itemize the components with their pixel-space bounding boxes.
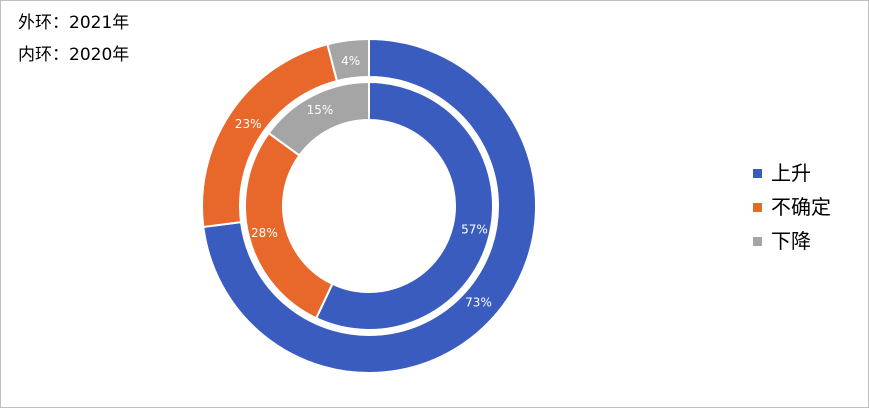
legend-label-decline: 下降 <box>771 229 811 253</box>
outer-ring-label-decline: 4% <box>341 54 360 68</box>
legend-swatch-uncertain <box>753 202 762 212</box>
legend: 上升 不确定 下降 <box>753 156 831 258</box>
inner-ring-note: 内环：2020年 <box>18 45 130 65</box>
legend-item-rise: 上升 <box>753 156 831 190</box>
legend-swatch-rise <box>753 168 762 178</box>
outer-ring <box>201 37 537 374</box>
legend-label-rise: 上升 <box>771 161 811 185</box>
inner-ring-label-uncertain: 28% <box>251 226 278 240</box>
inner-ring-label-decline: 15% <box>307 103 334 117</box>
outer-ring-slice-decline <box>326 37 370 83</box>
segment-labels: 73% 23% 4% 57% 28% 15% <box>235 54 492 309</box>
inner-ring-label-rise: 57% <box>461 223 488 237</box>
inner-ring <box>244 80 494 331</box>
outer-ring-label-rise: 73% <box>465 296 492 310</box>
outer-ring-slice-rise <box>202 37 537 374</box>
legend-item-uncertain: 不确定 <box>753 190 831 224</box>
inner-ring-slice-rise <box>314 80 494 331</box>
legend-item-decline: 下降 <box>753 224 831 258</box>
outer-ring-label-uncertain: 23% <box>235 117 262 131</box>
legend-label-uncertain: 不确定 <box>771 195 831 219</box>
legend-swatch-decline <box>753 236 762 246</box>
inner-ring-slice-decline <box>267 80 370 157</box>
outer-ring-note: 外环：2021年 <box>18 13 130 33</box>
